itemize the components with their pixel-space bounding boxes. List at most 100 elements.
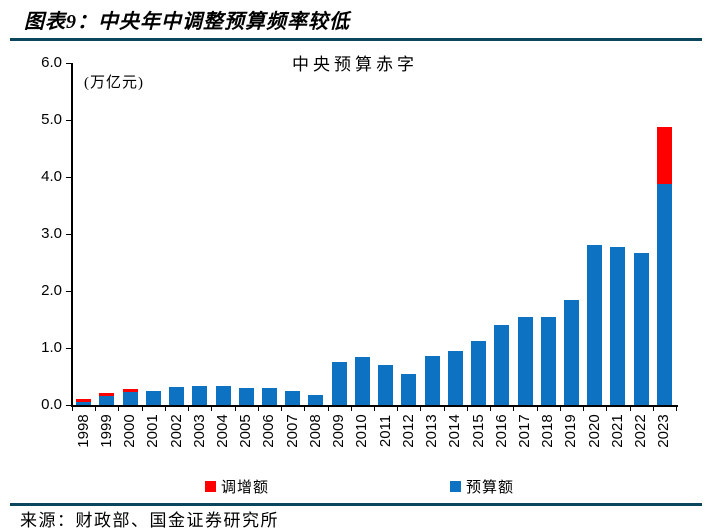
bar-2010-budget <box>354 357 370 405</box>
bar-2007-budget <box>285 391 301 405</box>
x-axis-label-2000: 2000 <box>121 414 139 448</box>
x-axis-label-2016: 2016 <box>492 414 510 448</box>
y-axis <box>71 63 73 407</box>
y-axis-tick-label: 3.0 <box>41 225 62 242</box>
x-axis-label-2014: 2014 <box>446 414 464 448</box>
x-axis-tick <box>420 406 422 411</box>
x-axis-label-2005: 2005 <box>237 414 255 448</box>
x-axis-label-2010: 2010 <box>353 414 371 448</box>
x-axis-label-2017: 2017 <box>516 414 533 448</box>
legend-item-increase: 调增额 <box>205 476 269 497</box>
legend-swatch-increase <box>205 481 216 492</box>
bar-2014-budget <box>447 351 463 405</box>
y-axis-tick-label: 4.0 <box>41 168 62 185</box>
bar-1999-budget <box>99 396 115 405</box>
x-axis-label-2009: 2009 <box>330 414 348 448</box>
source-note: 来源：财政部、国金证券研究所 <box>20 511 279 529</box>
x-axis-tick <box>141 406 143 411</box>
x-axis-tick <box>374 406 375 411</box>
x-axis-label-2003: 2003 <box>190 414 208 448</box>
x-axis-tick <box>513 406 515 411</box>
bar-2012-budget <box>401 374 417 405</box>
x-axis-label-2020: 2020 <box>585 414 603 448</box>
x-axis-tick <box>583 406 585 411</box>
x-axis-label-2002: 2002 <box>167 414 185 448</box>
bar-2016-budget <box>494 325 510 405</box>
x-axis-tick <box>257 406 259 411</box>
bar-2023-budget <box>656 184 672 405</box>
x-axis-tick <box>490 406 492 411</box>
bar-2022-budget <box>633 253 649 405</box>
x-axis-tick <box>95 406 97 411</box>
bar-2021-budget <box>610 247 626 405</box>
bar-2019-budget <box>563 300 579 405</box>
x-axis-label-2001: 2001 <box>144 414 162 448</box>
x-axis-tick <box>164 406 166 411</box>
bar-1999-increase <box>99 393 115 396</box>
legend-label-budget: 预算额 <box>466 480 515 496</box>
y-axis-tick-label: 5.0 <box>41 111 62 128</box>
x-axis-label-2015: 2015 <box>469 414 487 448</box>
x-axis-tick <box>211 406 213 411</box>
x-axis-tick <box>559 406 561 411</box>
x-axis-tick <box>606 406 608 411</box>
x-axis-tick <box>118 406 120 411</box>
bar-2006-budget <box>261 388 277 405</box>
x-axis-tick <box>304 406 306 411</box>
x-axis-tick <box>350 406 352 411</box>
x-axis-label-2008: 2008 <box>306 414 324 448</box>
x-axis-label-2004: 2004 <box>214 414 231 448</box>
x-axis-label-2018: 2018 <box>539 414 557 448</box>
y-axis-unit-label: (万亿元) <box>84 75 144 91</box>
bar-2008-budget <box>308 395 324 405</box>
bar-2011-budget <box>378 365 394 405</box>
y-axis-tick-label: 6.0 <box>41 54 62 71</box>
y-axis-tick <box>66 405 71 406</box>
figure-label: 图表9：中央年中调整预算频率较低 <box>24 11 350 33</box>
x-axis-tick <box>327 406 329 411</box>
y-axis-tick <box>66 177 71 178</box>
x-axis-label-2006: 2006 <box>260 414 278 448</box>
bar-2017-budget <box>517 317 533 405</box>
bar-2002-budget <box>169 387 185 405</box>
x-axis-label-2011: 2011 <box>376 414 394 448</box>
bar-2018-budget <box>540 317 556 405</box>
bar-2005-budget <box>238 388 254 405</box>
bar-2023-increase <box>656 127 672 184</box>
bar-2000-increase <box>122 389 138 392</box>
x-axis-label-1998: 1998 <box>74 414 92 448</box>
bar-2003-budget <box>192 386 208 405</box>
bar-2004-budget <box>215 386 231 405</box>
bar-1998-budget <box>76 402 92 405</box>
header-rule <box>10 38 702 41</box>
x-axis-tick <box>72 406 73 411</box>
x-axis-tick <box>652 406 654 411</box>
legend-label-increase: 调增额 <box>221 480 270 496</box>
x-axis-tick <box>281 406 283 411</box>
legend-swatch-budget <box>450 481 461 492</box>
y-axis-tick <box>66 291 71 292</box>
legend-item-budget: 预算额 <box>450 476 514 497</box>
x-axis-label-2019: 2019 <box>562 414 580 448</box>
y-axis-tick-label: 2.0 <box>41 282 62 299</box>
y-axis-tick <box>66 348 71 349</box>
x-axis-label-2007: 2007 <box>283 414 301 448</box>
x-axis-tick <box>466 406 468 411</box>
x-axis-tick <box>443 406 445 411</box>
bar-2013-budget <box>424 356 440 405</box>
bar-2000-budget <box>122 392 138 405</box>
bar-2001-budget <box>145 391 161 405</box>
x-axis-tick <box>188 406 190 411</box>
bar-2020-budget <box>587 245 603 405</box>
x-axis-tick <box>629 406 631 411</box>
source-rule <box>10 503 702 506</box>
y-axis-tick <box>66 120 71 121</box>
chart-title: 中央预算赤字 <box>292 55 418 74</box>
x-axis-label-2022: 2022 <box>632 414 650 448</box>
x-axis-label-1999: 1999 <box>97 414 115 448</box>
x-axis-label-2013: 2013 <box>423 414 441 448</box>
x-axis-tick <box>234 406 236 411</box>
x-axis-label-2023: 2023 <box>655 414 673 448</box>
x-axis-label-2021: 2021 <box>608 414 626 448</box>
